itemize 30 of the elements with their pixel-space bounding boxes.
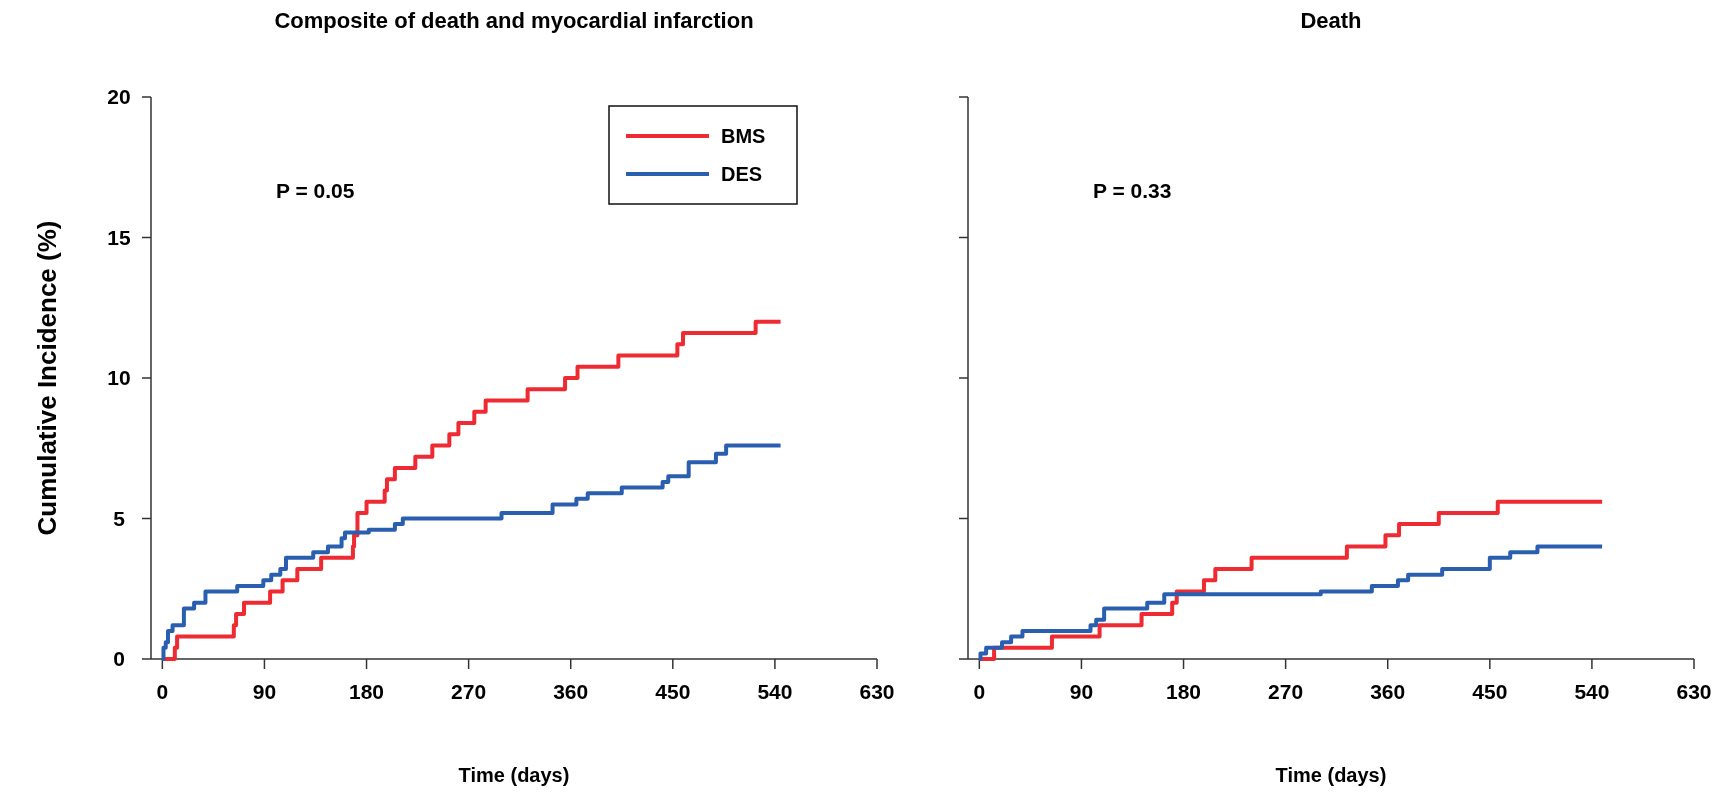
x-tick-label: 540 xyxy=(757,680,793,703)
x-tick-label: 540 xyxy=(1574,680,1610,703)
y-tick-label: 15 xyxy=(107,225,131,249)
x-tick-label: 360 xyxy=(553,680,589,703)
x-tick-label: 90 xyxy=(252,680,277,703)
legend-label: DES xyxy=(721,163,763,185)
annotation: P = 0.33 xyxy=(1093,179,1172,202)
x-axis-title: Time (days) xyxy=(458,764,570,786)
x-tick-label: 180 xyxy=(1166,680,1202,703)
x-tick-label: 180 xyxy=(349,680,385,703)
chart-title: Composite of death and myocardial infarction xyxy=(274,8,754,33)
x-tick-label: 0 xyxy=(973,680,986,703)
x-tick-label: 90 xyxy=(1069,680,1094,703)
x-tick-label: 450 xyxy=(655,680,691,703)
x-tick-label: 0 xyxy=(156,680,169,703)
y-axis-title: Cumulative Incidence (%) xyxy=(32,220,62,536)
x-tick-label: 270 xyxy=(451,680,487,703)
annotation: P = 0.05 xyxy=(276,179,355,202)
y-tick-label: 20 xyxy=(107,85,131,109)
legend-label: BMS xyxy=(721,125,766,147)
y-tick-label: 10 xyxy=(107,366,131,390)
x-tick-label: 450 xyxy=(1472,680,1508,703)
x-axis-title: Time (days) xyxy=(1275,764,1387,786)
x-tick-label: 270 xyxy=(1268,680,1304,703)
y-tick-label: 5 xyxy=(113,506,126,530)
y-tick-label: 0 xyxy=(113,647,125,671)
x-tick-label: 630 xyxy=(859,680,895,703)
x-tick-label: 630 xyxy=(1676,680,1712,703)
chart-title: Death xyxy=(1300,8,1362,33)
x-tick-label: 360 xyxy=(1370,680,1406,703)
